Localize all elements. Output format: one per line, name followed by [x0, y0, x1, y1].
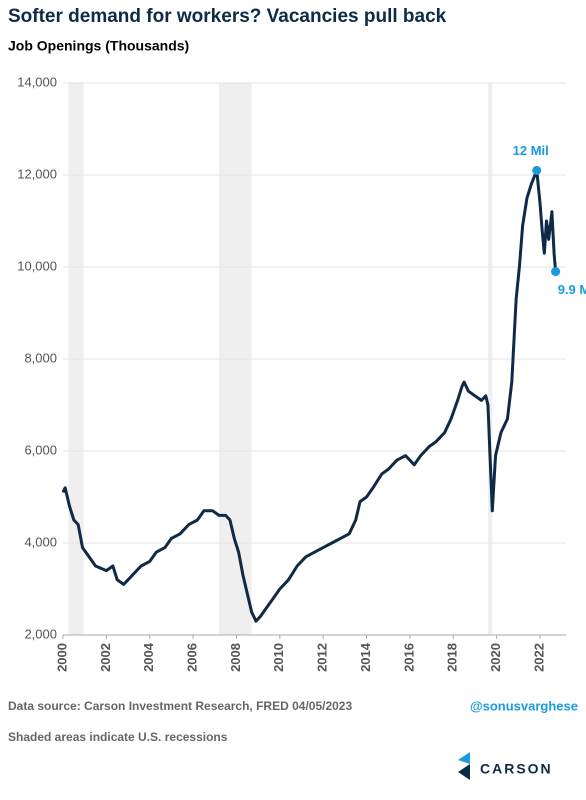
y-tick-label: 10,000 — [17, 258, 57, 273]
y-tick-label: 14,000 — [17, 74, 57, 89]
x-tick-label: 2020 — [488, 643, 503, 672]
source: Data source: Carson Investment Research,… — [8, 699, 352, 713]
x-tick-label: 2000 — [54, 643, 69, 672]
x-tick-label: 2012 — [315, 643, 330, 672]
x-tick-label: 2008 — [228, 643, 243, 672]
chart-title: Softer demand for workers? Vacancies pul… — [8, 6, 447, 27]
x-tick-label: 2016 — [401, 643, 416, 672]
x-tick-label: 2002 — [98, 643, 113, 672]
series-line — [61, 168, 558, 623]
logo-mark — [458, 752, 470, 764]
note: Shaded areas indicate U.S. recessions — [8, 730, 228, 744]
value-label: 12 Mil — [513, 143, 549, 158]
logo-mark — [458, 764, 470, 780]
x-tick-label: 2010 — [271, 643, 286, 672]
x-tick-label: 2022 — [531, 643, 546, 672]
y-tick-label: 6,000 — [24, 442, 57, 457]
handle: @sonusvarghese — [470, 698, 578, 713]
y-tick-label: 4,000 — [24, 534, 57, 549]
x-tick-label: 2004 — [141, 642, 156, 672]
x-tick-label: 2014 — [358, 642, 373, 672]
value-dot — [551, 267, 561, 277]
y-tick-label: 8,000 — [24, 350, 57, 365]
value-label: 9.9 Mil — [558, 282, 586, 297]
x-tick-label: 2006 — [185, 643, 200, 672]
y-tick-label: 12,000 — [17, 166, 57, 181]
y-tick-label: 2,000 — [24, 626, 57, 641]
brand: CARSON — [480, 761, 553, 777]
x-tick-label: 2018 — [445, 643, 460, 672]
chart-subtitle: Job Openings (Thousands) — [8, 38, 189, 54]
value-dot — [532, 165, 542, 175]
